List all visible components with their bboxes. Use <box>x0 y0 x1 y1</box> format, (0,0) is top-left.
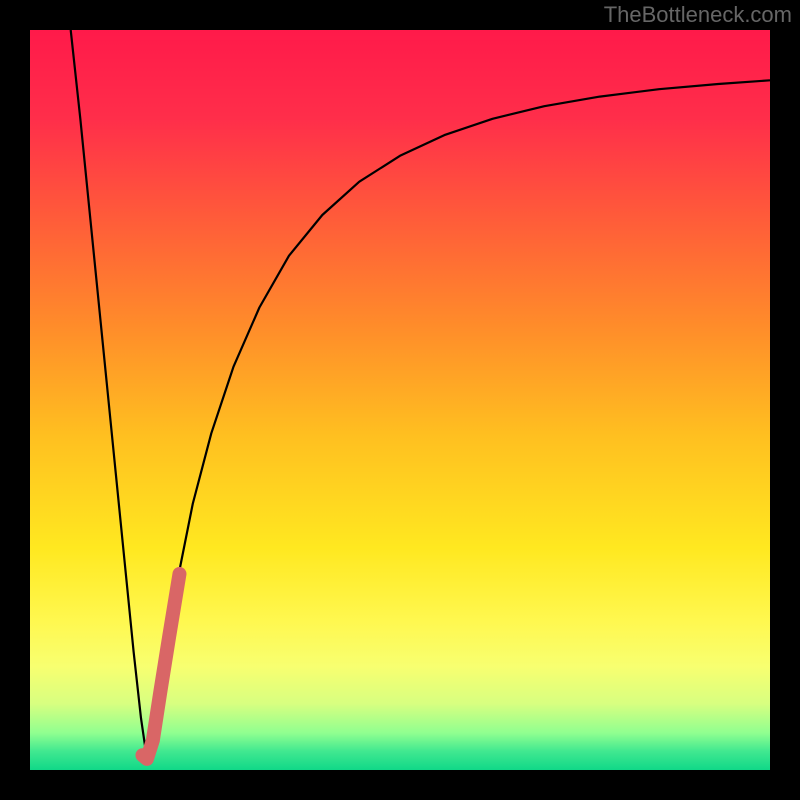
plot-area <box>30 30 770 770</box>
gradient-background <box>30 30 770 770</box>
chart-container: TheBottleneck.com <box>0 0 800 800</box>
watermark-label: TheBottleneck.com <box>604 2 792 28</box>
chart-svg <box>30 30 770 770</box>
